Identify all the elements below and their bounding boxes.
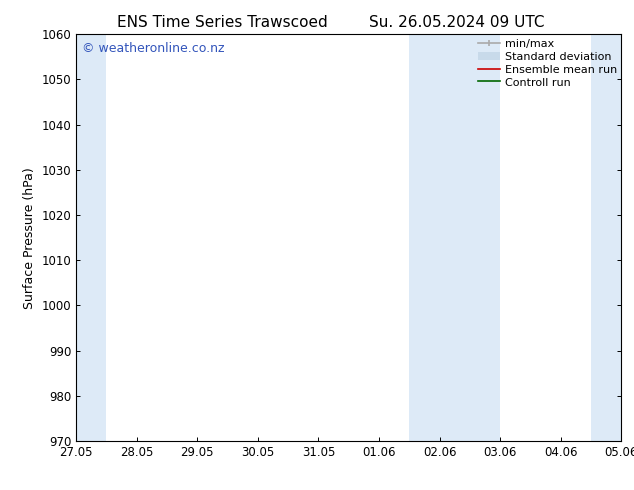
Text: © weatheronline.co.nz: © weatheronline.co.nz <box>82 43 224 55</box>
Text: Su. 26.05.2024 09 UTC: Su. 26.05.2024 09 UTC <box>369 15 544 30</box>
Bar <box>76 34 107 441</box>
Legend: min/max, Standard deviation, Ensemble mean run, Controll run: min/max, Standard deviation, Ensemble me… <box>476 37 619 90</box>
Bar <box>591 34 634 441</box>
Text: ENS Time Series Trawscoed: ENS Time Series Trawscoed <box>117 15 327 30</box>
Y-axis label: Surface Pressure (hPa): Surface Pressure (hPa) <box>23 167 36 309</box>
Bar <box>410 34 500 441</box>
